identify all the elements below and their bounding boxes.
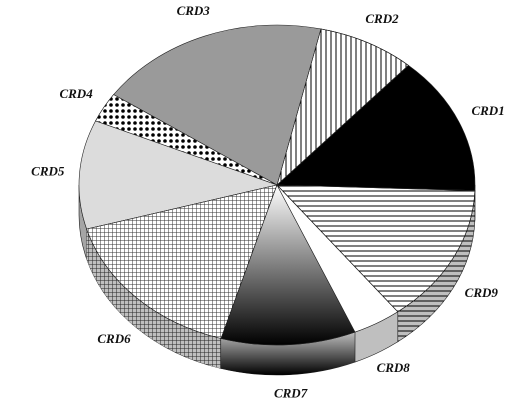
pie-slice-pattern — [276, 28, 409, 186]
slice-label: CRD8 — [377, 360, 411, 375]
pie-slice-pattern — [220, 184, 356, 346]
pie-side-shade — [79, 185, 87, 260]
pie-slice — [113, 24, 322, 186]
slice-label: CRD4 — [59, 86, 93, 101]
pie-side-shade — [221, 332, 355, 375]
pie-slice — [276, 64, 476, 191]
pie-side-pattern — [86, 229, 222, 369]
pie-side-pattern — [221, 332, 355, 375]
pie-side-shade — [355, 311, 398, 363]
slice-label: CRD2 — [365, 11, 399, 26]
slice-label: CRD6 — [97, 331, 131, 346]
pie-side-shade — [86, 229, 222, 369]
slice-label: CRD9 — [465, 285, 499, 300]
slice-label: CRD3 — [177, 3, 211, 18]
pie-side-shade — [397, 190, 475, 342]
pie-slice — [78, 120, 279, 230]
slice-label: CRD5 — [31, 164, 65, 179]
pie-slice-pattern — [276, 184, 476, 313]
pie-slice-pattern — [86, 184, 278, 339]
pie-side-pattern — [397, 190, 475, 342]
slice-label: CRD1 — [471, 103, 504, 118]
slice-label: CRD7 — [274, 385, 308, 400]
